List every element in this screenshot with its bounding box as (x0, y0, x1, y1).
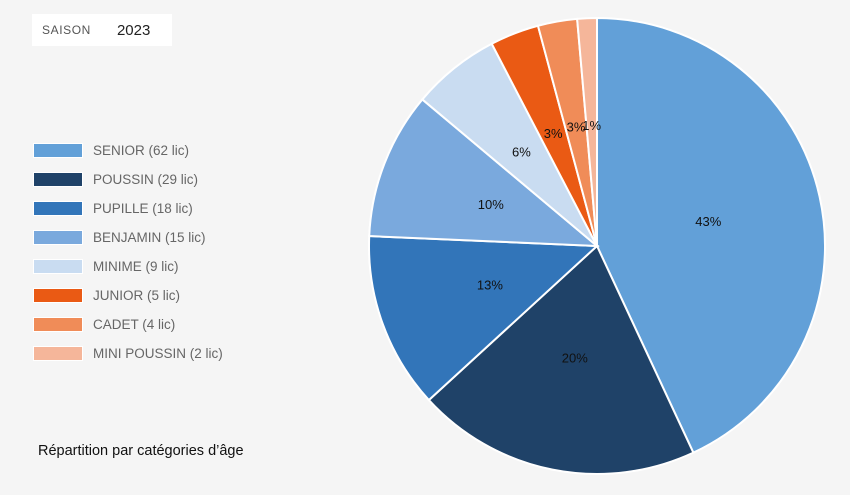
legend-label: CADET (4 lic) (93, 317, 176, 332)
pie-slice (427, 244, 695, 475)
pie-slice (596, 16, 827, 454)
legend-swatch (33, 288, 83, 303)
chart-legend: SENIOR (62 lic) POUSSIN (29 lic) PUPILLE (… (33, 136, 223, 368)
legend-item: MINI POUSSIN (2 lic) (33, 339, 223, 368)
legend-swatch (33, 346, 83, 361)
slice-label: 20% (562, 350, 588, 365)
pie-slice (576, 16, 598, 247)
season-label: SAISON (42, 23, 91, 37)
legend-label: SENIOR (62 lic) (93, 143, 190, 158)
legend-label: BENJAMIN (15 lic) (93, 230, 206, 245)
legend-item: PUPILLE (18 lic) (33, 194, 223, 223)
slice-label: 6% (512, 144, 531, 159)
legend-label: MINI POUSSIN (2 lic) (93, 346, 223, 361)
legend-swatch (33, 172, 83, 187)
slice-label: 3% (544, 126, 563, 141)
legend-swatch (33, 201, 83, 216)
legend-label: JUNIOR (5 lic) (93, 288, 180, 303)
season-selector[interactable]: SAISON 2023 (32, 14, 172, 46)
slice-label: 1% (582, 118, 601, 133)
slice-label: 43% (695, 214, 721, 229)
legend-item: POUSSIN (29 lic) (33, 165, 223, 194)
legend-item: BENJAMIN (15 lic) (33, 223, 223, 252)
slice-label: 3% (567, 120, 586, 135)
legend-swatch (33, 143, 83, 158)
pie-slice (368, 235, 600, 402)
season-value: 2023 (116, 21, 151, 39)
legend-label: MINIME (9 lic) (93, 259, 179, 274)
slice-label: 10% (478, 197, 504, 212)
legend-label: POUSSIN (29 lic) (93, 172, 199, 187)
legend-swatch (33, 259, 83, 274)
legend-item: SENIOR (62 lic) (33, 136, 223, 165)
legend-label: PUPILLE (18 lic) (93, 201, 193, 216)
legend-item: JUNIOR (5 lic) (33, 281, 223, 310)
pie-slice (368, 98, 600, 248)
slice-label: 13% (477, 278, 503, 293)
legend-swatch (33, 317, 83, 332)
chart-caption: Répartition par catégories d’âge (38, 443, 244, 459)
legend-item: CADET (4 lic) (33, 310, 223, 339)
legend-item: MINIME (9 lic) (33, 252, 223, 281)
legend-swatch (33, 230, 83, 245)
